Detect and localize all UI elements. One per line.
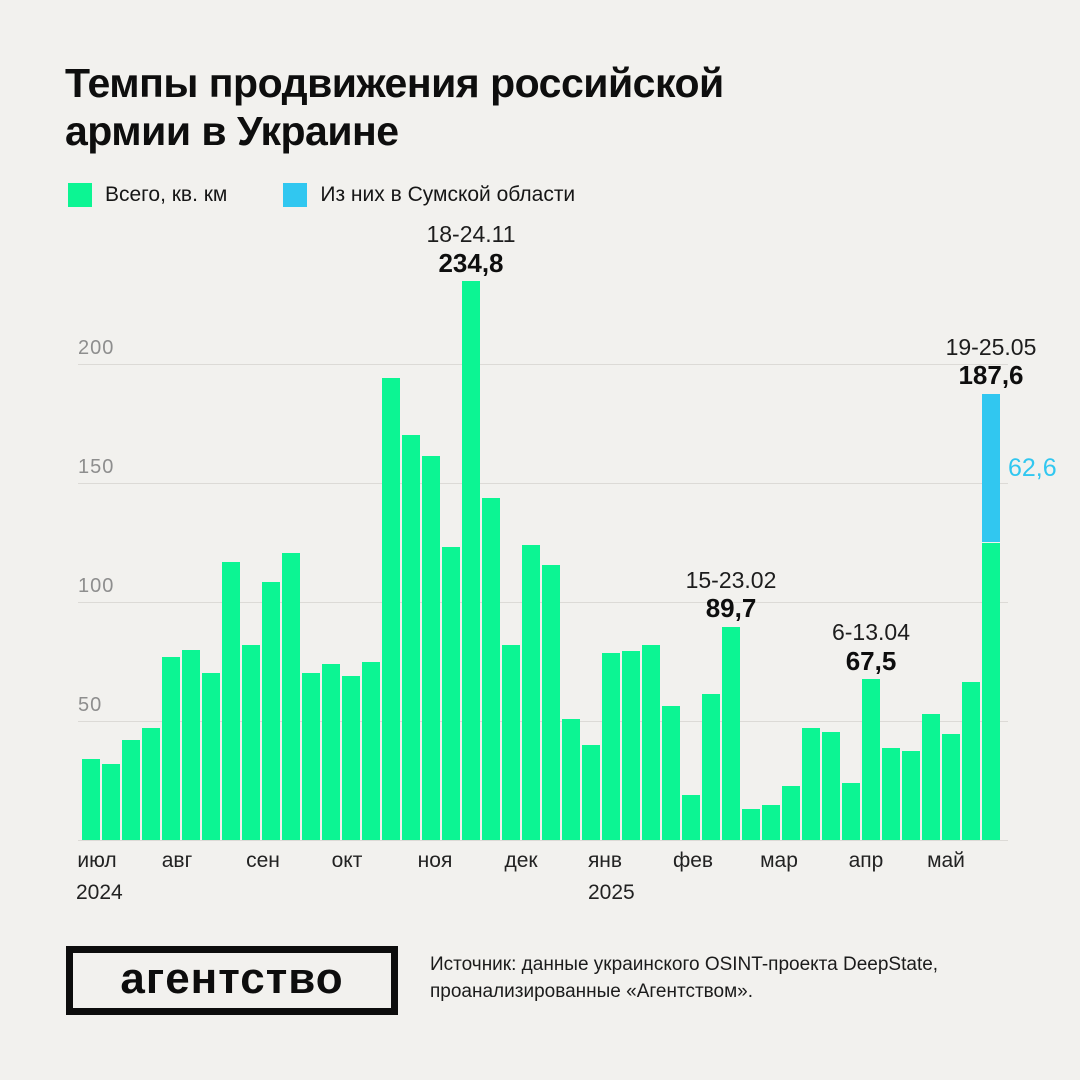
bar [362, 661, 380, 840]
gridline-baseline [78, 840, 1008, 841]
bar-annotation: 15-23.02 89,7 [621, 567, 841, 624]
bar [182, 649, 200, 840]
bar [402, 435, 420, 840]
bar [302, 673, 320, 840]
y-tick-label: 100 [78, 575, 115, 597]
page-title: Темпы продвижения российской армии в Укр… [65, 60, 724, 154]
legend-label-total: Всего, кв. км [105, 183, 228, 206]
annotation-value: 89,7 [705, 593, 757, 624]
bar [382, 378, 400, 840]
bar [462, 281, 480, 840]
x-axis-month-label: дек [504, 849, 538, 872]
sumy-swatch-icon [283, 183, 308, 207]
bar-sumy-part [982, 393, 1000, 543]
gridline [78, 483, 1008, 484]
bar [922, 713, 940, 840]
bar [862, 679, 880, 840]
legend-item-sumy: Из них в Сумской области [283, 183, 575, 207]
bar [522, 544, 540, 840]
bar [82, 759, 100, 840]
bar [282, 553, 300, 840]
bar [262, 581, 280, 840]
bar [602, 653, 620, 840]
logo-text: агентство [120, 953, 344, 1003]
x-axis-month-label: фев [672, 849, 714, 872]
bar [582, 744, 600, 840]
bar [802, 728, 820, 840]
bar [842, 782, 860, 840]
bar [902, 750, 920, 840]
source-note: Источник: данные украинского OSINT-проек… [430, 954, 939, 1002]
total-swatch-icon [68, 183, 92, 207]
bar [202, 673, 220, 840]
bar [222, 561, 240, 840]
annotation-date: 15-23.02 [685, 566, 777, 593]
bar [122, 740, 140, 840]
bar [762, 805, 780, 840]
bar [162, 656, 180, 840]
bar [662, 705, 680, 840]
bar [142, 728, 160, 840]
annotation-date: 19-25.05 [945, 333, 1037, 360]
bar [442, 547, 460, 840]
bar [102, 763, 120, 840]
bar [322, 663, 340, 840]
annotation-value: 67,5 [845, 645, 897, 676]
x-axis-month-label: окт [331, 849, 363, 872]
bar [422, 455, 440, 840]
bar [942, 734, 960, 840]
bar-total-part [982, 542, 1000, 840]
annotation-value: 234,8 [438, 247, 504, 278]
bar-annotation: 6-13.04 67,5 [761, 619, 981, 676]
annotation-date: 18-24.11 [426, 221, 516, 248]
bar [702, 693, 720, 840]
x-axis-month-label: авг [161, 849, 193, 872]
x-axis-month-label: апр [848, 849, 884, 872]
x-axis-month-label: ноя [417, 849, 453, 872]
legend-label-sumy: Из них в Сумской области [320, 183, 576, 206]
annotation-date: 6-13.04 [831, 619, 910, 646]
bar [882, 748, 900, 840]
y-tick-label: 50 [78, 694, 103, 716]
bar [342, 675, 360, 840]
x-axis-month-label: сен [246, 849, 280, 872]
bar [482, 498, 500, 840]
y-tick-label: 150 [78, 456, 115, 478]
legend: Всего, кв. км Из них в Сумской области [68, 182, 575, 208]
bar [542, 565, 560, 840]
y-tick-label: 200 [78, 337, 115, 359]
annotation-value: 187,6 [958, 360, 1024, 391]
x-axis-month-label: май [927, 849, 965, 872]
bar [822, 731, 840, 840]
bar-annotation: 18-24.11 234,8 [361, 221, 581, 278]
legend-item-total: Всего, кв. км [68, 183, 227, 207]
bar [742, 809, 760, 840]
x-axis-year-label: 2025 [588, 881, 635, 904]
bar-annotation: 19-25.05 187,6 [881, 334, 1080, 391]
bar [722, 626, 740, 840]
bar [242, 644, 260, 840]
bar [502, 644, 520, 840]
x-axis-year-label: 2024 [76, 881, 123, 904]
agentstvo-logo: агентство [66, 946, 398, 1015]
sumy-value-label: 62,6 [1008, 454, 1057, 482]
x-axis-month-label: мар [760, 849, 798, 872]
x-axis-month-label: июл [77, 849, 117, 872]
bar [782, 786, 800, 840]
bar [682, 794, 700, 840]
bar [642, 644, 660, 840]
gridline [78, 364, 1008, 365]
bar [562, 718, 580, 840]
x-axis-month-label: янв [587, 849, 623, 872]
bar [962, 681, 980, 840]
bar [622, 650, 640, 840]
